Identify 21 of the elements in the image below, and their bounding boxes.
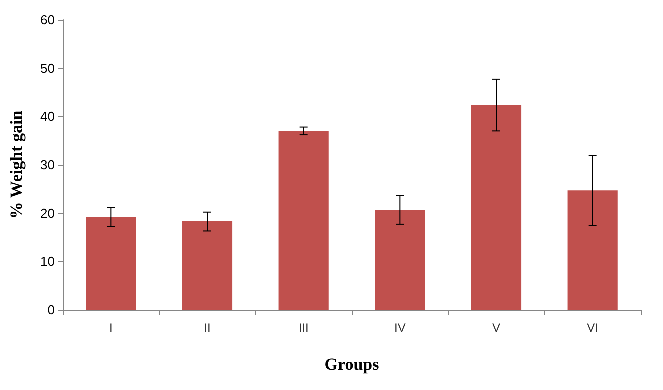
bar [182,222,233,310]
y-tick-label: 40 [40,109,55,124]
y-tick-label: 30 [40,158,55,172]
bar [471,106,522,310]
x-tick-label: I [109,321,113,335]
x-axis-title: Groups [324,355,380,374]
x-tick-label: II [204,321,211,335]
bar [86,217,136,310]
bar [278,131,329,310]
x-tick-label: VI [587,321,599,335]
y-tick-label: 0 [48,302,55,318]
bar [568,190,618,310]
x-tick-label: V [492,321,501,335]
y-tick-label: 60 [40,12,55,28]
bar [375,210,426,310]
y-axis-title: % Weight gain [7,110,26,220]
y-tick-label: 20 [40,206,55,221]
x-tick-label: IV [394,321,406,335]
x-tick-label: III [298,321,309,335]
y-tick-label: 50 [40,60,55,76]
y-tick-label: 10 [40,254,55,270]
